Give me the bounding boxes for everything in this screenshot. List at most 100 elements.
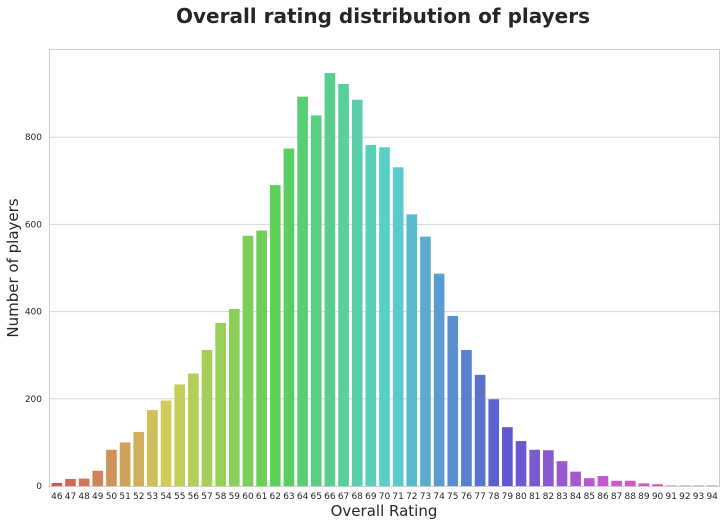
x-tick-label: 94 xyxy=(706,492,718,502)
y-tick-label: 0 xyxy=(36,482,42,492)
x-tick-label: 50 xyxy=(106,492,118,502)
y-tick-labels: 0 200 400 600 800 xyxy=(25,133,42,492)
bar-rating-68 xyxy=(351,99,363,486)
x-tick-label: 88 xyxy=(625,492,637,502)
x-tick-label: 92 xyxy=(679,492,690,502)
x-tick-label: 75 xyxy=(447,492,458,502)
x-tick-label: 77 xyxy=(474,492,485,502)
bar-rating-87 xyxy=(611,480,622,486)
x-tick-label: 47 xyxy=(65,492,76,502)
bar-rating-83 xyxy=(556,461,568,486)
bar-rating-75 xyxy=(447,315,459,486)
x-tick-label: 58 xyxy=(215,492,227,502)
x-tick-label: 86 xyxy=(597,492,609,502)
bar-rating-48 xyxy=(78,478,90,486)
x-tick-label: 81 xyxy=(529,492,540,502)
bar-rating-54 xyxy=(160,400,172,486)
bar-rating-64 xyxy=(297,96,308,486)
bar-rating-53 xyxy=(147,410,158,486)
x-tick-label: 67 xyxy=(338,492,349,502)
x-tick-label: 90 xyxy=(652,492,664,502)
x-tick-label: 66 xyxy=(324,492,336,502)
x-tick-label: 80 xyxy=(515,492,527,502)
bar-rating-58 xyxy=(215,322,226,486)
x-tick-label: 74 xyxy=(433,492,445,502)
bar-rating-63 xyxy=(283,148,295,486)
bar-rating-81 xyxy=(529,449,541,486)
x-tick-label: 87 xyxy=(611,492,622,502)
x-tick-label: 53 xyxy=(147,492,158,502)
x-tick-label: 65 xyxy=(311,492,322,502)
x-tick-label: 83 xyxy=(556,492,567,502)
bar-rating-59 xyxy=(228,308,240,486)
x-tick-label: 72 xyxy=(406,492,417,502)
bar-rating-56 xyxy=(188,373,199,486)
x-tick-label: 76 xyxy=(461,492,473,502)
x-tick-label: 91 xyxy=(665,492,676,502)
bar-rating-78 xyxy=(488,399,500,486)
x-tick-label: 54 xyxy=(160,492,172,502)
bar-rating-66 xyxy=(324,73,336,486)
bar-rating-88 xyxy=(624,480,636,486)
x-tick-label: 63 xyxy=(283,492,294,502)
x-tick-label: 78 xyxy=(488,492,500,502)
x-tick-label: 52 xyxy=(133,492,144,502)
bar-rating-51 xyxy=(119,442,131,486)
bar-rating-71 xyxy=(392,167,404,486)
bar-rating-79 xyxy=(502,427,513,486)
y-tick-label: 800 xyxy=(25,133,42,143)
bars xyxy=(51,73,718,487)
x-tick-label: 55 xyxy=(174,492,185,502)
x-tick-label: 89 xyxy=(638,492,650,502)
x-tick-label: 69 xyxy=(365,492,377,502)
y-axis-label: Number of players xyxy=(4,198,22,337)
bar-rating-52 xyxy=(133,431,145,486)
x-tick-label: 73 xyxy=(420,492,431,502)
bar-rating-74 xyxy=(433,273,445,486)
bar-rating-50 xyxy=(106,449,117,486)
x-tick-label: 68 xyxy=(351,492,363,502)
bar-rating-80 xyxy=(515,441,527,486)
x-tick-label: 61 xyxy=(256,492,267,502)
x-tick-label: 49 xyxy=(92,492,104,502)
x-tick-label: 84 xyxy=(570,492,582,502)
bar-rating-46 xyxy=(51,482,63,486)
bar-rating-84 xyxy=(570,471,581,486)
x-tick-label: 46 xyxy=(51,492,63,502)
chart-title: Overall rating distribution of players xyxy=(176,4,590,28)
x-axis-label: Overall Rating xyxy=(331,502,438,520)
bar-rating-85 xyxy=(583,478,595,486)
x-tick-label: 85 xyxy=(584,492,595,502)
y-tick-label: 600 xyxy=(25,220,42,230)
bar-rating-70 xyxy=(379,147,390,486)
x-tick-label: 57 xyxy=(201,492,212,502)
y-tick-label: 200 xyxy=(25,395,42,405)
bar-rating-90 xyxy=(652,484,663,486)
bar-rating-61 xyxy=(256,230,267,486)
bar-rating-73 xyxy=(420,236,431,486)
bar-rating-69 xyxy=(365,145,377,486)
bar-rating-86 xyxy=(597,475,609,486)
x-tick-label: 64 xyxy=(297,492,309,502)
bar-rating-67 xyxy=(338,84,349,487)
x-tick-label: 93 xyxy=(693,492,704,502)
x-tick-label: 62 xyxy=(270,492,281,502)
x-tick-label: 51 xyxy=(119,492,130,502)
bar-rating-82 xyxy=(543,450,554,486)
x-tick-label: 56 xyxy=(188,492,200,502)
bar-rating-89 xyxy=(638,483,650,486)
bar-rating-65 xyxy=(310,115,322,487)
x-tick-label: 79 xyxy=(502,492,514,502)
x-tick-label: 70 xyxy=(379,492,391,502)
x-tick-labels: 46 47 48 49 50 51 52 53 54 55 56 57 58 59 60 61 62 63 64 65… xyxy=(51,492,718,502)
bar-rating-62 xyxy=(269,185,281,486)
bar-rating-77 xyxy=(474,374,486,486)
bar-rating-55 xyxy=(174,384,186,486)
x-tick-label: 59 xyxy=(229,492,241,502)
x-tick-label: 60 xyxy=(242,492,254,502)
x-tick-label: 82 xyxy=(543,492,554,502)
x-tick-label: 48 xyxy=(78,492,90,502)
bar-rating-47 xyxy=(65,479,76,486)
x-tick-label: 71 xyxy=(392,492,403,502)
